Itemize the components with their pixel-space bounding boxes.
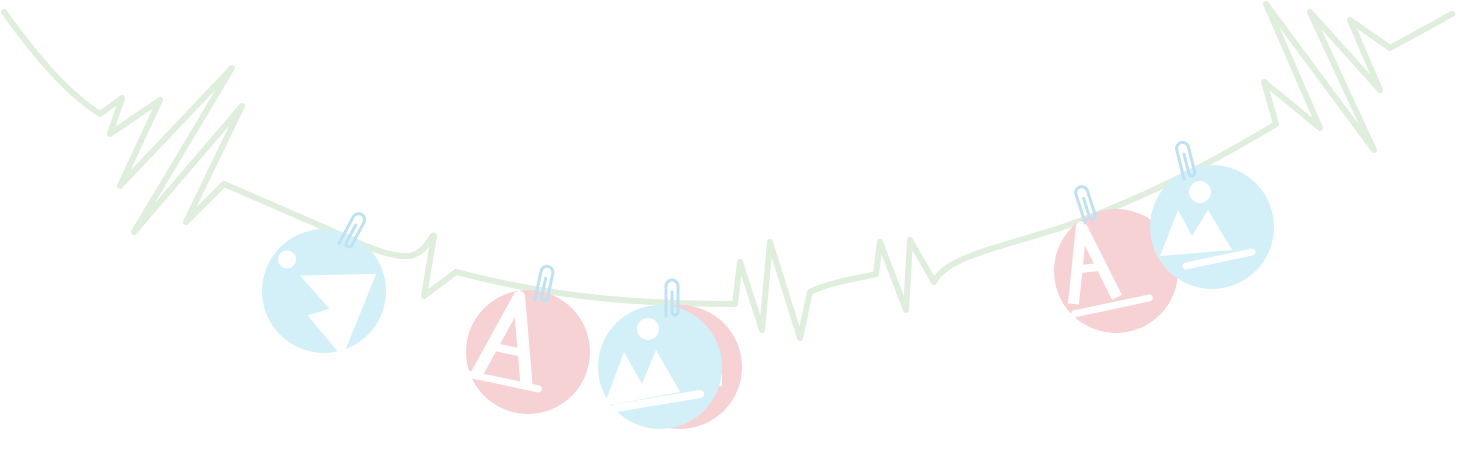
garland-string bbox=[1, 1, 1455, 341]
paperclip-icon bbox=[533, 264, 555, 303]
mountain-icon bbox=[1160, 181, 1256, 270]
paperclip-icon bbox=[1074, 185, 1098, 225]
ornament-pink-1 bbox=[458, 264, 590, 414]
paperclip-icon bbox=[337, 212, 367, 249]
mountain-icon bbox=[278, 250, 377, 358]
paperclip-icon bbox=[664, 278, 680, 318]
ornament-blue-3 bbox=[1150, 140, 1274, 289]
ornament-pink-3 bbox=[1054, 185, 1178, 333]
mountain-icon bbox=[604, 318, 704, 412]
ornament-blue-1 bbox=[262, 212, 386, 358]
letter-a-icon bbox=[458, 290, 542, 393]
paperclip-icon bbox=[1175, 140, 1197, 181]
ornament-blue-2 bbox=[598, 278, 722, 429]
letter-a-icon bbox=[1067, 221, 1153, 318]
